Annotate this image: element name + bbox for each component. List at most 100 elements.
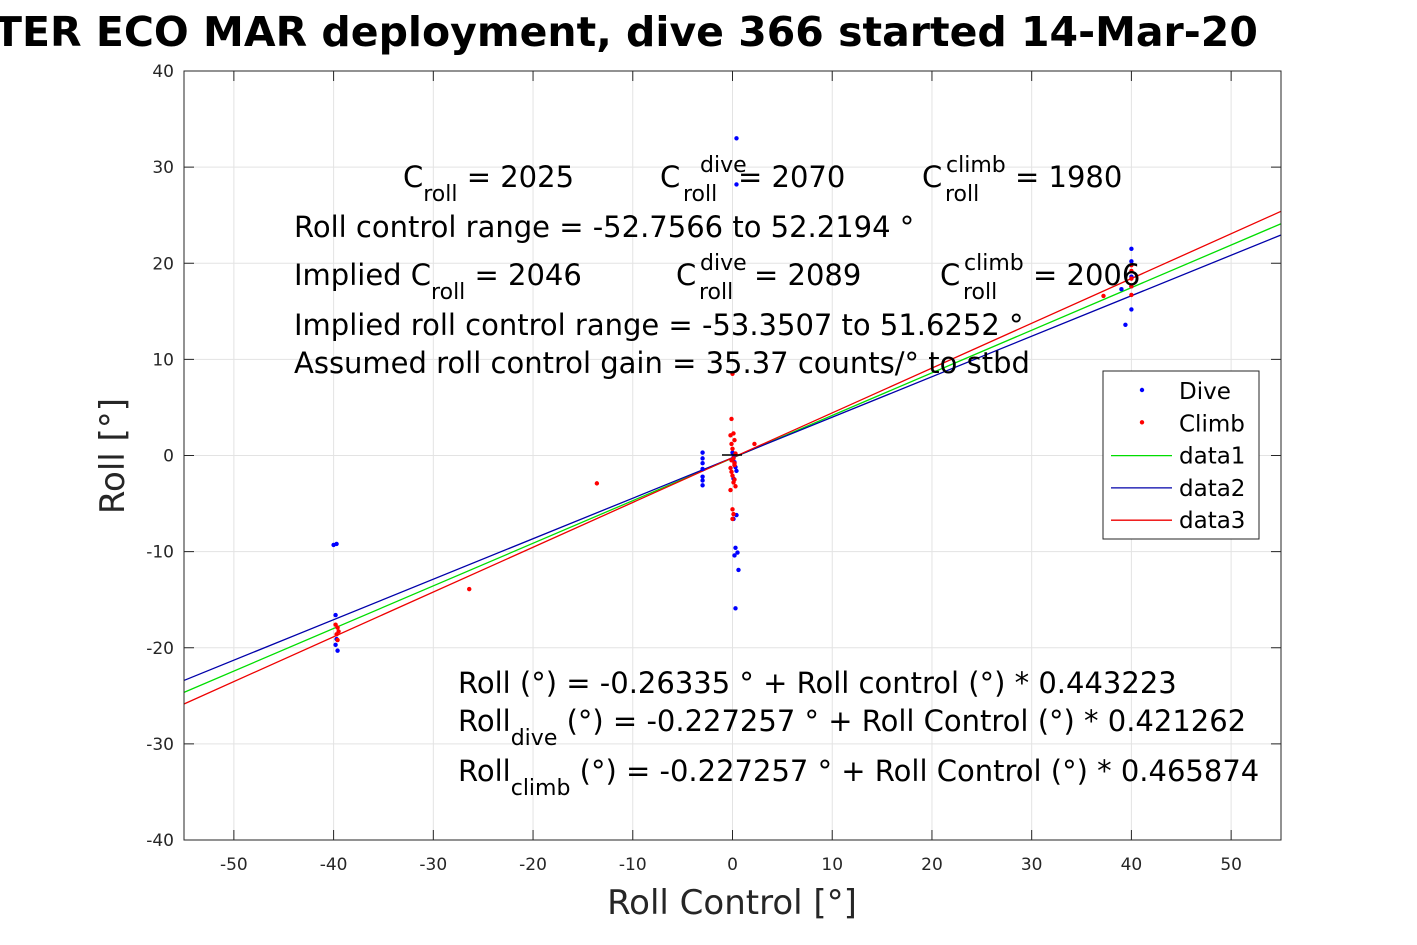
croll-dive-sup: dive — [700, 153, 747, 178]
x-tick-label: 50 — [1220, 855, 1242, 875]
x-tick-label: 40 — [1121, 855, 1143, 875]
implied-croll-dive-value: = 2089 — [754, 258, 861, 292]
point-climb — [732, 462, 737, 468]
point-climb — [728, 433, 733, 438]
point-climb — [731, 511, 736, 517]
point-dive — [734, 468, 739, 474]
point-dive — [700, 483, 705, 488]
chart-title: TER ECO MAR deployment, dive 366 started… — [0, 8, 1258, 56]
annotations: Croll = 2025 C dive roll = 2070 C climb … — [294, 153, 1259, 801]
x-tick-label: -10 — [619, 855, 647, 875]
croll-dive-value: = 2070 — [738, 160, 845, 194]
legend-marker-climb — [1139, 420, 1145, 425]
y-tick-label: 20 — [152, 254, 174, 274]
point-dive — [1119, 287, 1124, 292]
point-climb — [1129, 268, 1134, 274]
point-dive — [1129, 246, 1134, 252]
point-dive — [333, 612, 338, 618]
point-climb — [728, 465, 733, 471]
x-tick-label: -40 — [320, 855, 348, 875]
croll-climb-annotation: C — [922, 160, 942, 194]
point-climb — [1129, 276, 1134, 281]
croll-climb-sub: roll — [945, 182, 979, 207]
point-dive — [733, 606, 738, 611]
legend-label-data2: data2 — [1179, 476, 1245, 502]
y-tick-label: -10 — [146, 543, 174, 563]
implied-croll-climb-sup: climb — [964, 251, 1024, 276]
point-dive — [700, 460, 705, 466]
implied-croll-dive-sub: roll — [699, 280, 733, 305]
implied-croll-annotation: Implied Croll = 2046 — [294, 258, 582, 305]
croll-dive-sub: roll — [683, 182, 717, 207]
axis-ticks: -50 -40 -30 -20 -10 0 10 20 30 40 50 -40 -30 -20 -10 0 1… — [146, 62, 1281, 875]
point-dive — [732, 553, 737, 558]
legend-label-data1: data1 — [1179, 444, 1245, 470]
x-tick-label: 20 — [921, 855, 943, 875]
point-climb — [730, 507, 735, 512]
x-axis-label: Roll Control [°] — [607, 883, 857, 923]
point-dive — [736, 567, 741, 573]
implied-croll-climb-sub: roll — [963, 280, 997, 305]
x-tick-label: -50 — [220, 855, 248, 875]
point-dive — [734, 136, 739, 141]
legend-label-climb: Climb — [1179, 411, 1245, 437]
point-climb — [729, 416, 734, 422]
point-climb — [729, 469, 734, 475]
point-climb — [334, 632, 339, 637]
y-tick-label: -20 — [146, 639, 174, 659]
x-tick-label: -30 — [419, 855, 447, 875]
croll-dive-annotation: C — [660, 160, 680, 194]
point-climb — [729, 441, 734, 447]
x-tick-label: 30 — [1021, 855, 1043, 875]
legend-marker-dive — [1139, 387, 1145, 393]
point-climb — [732, 437, 737, 443]
point-climb — [730, 446, 735, 451]
point-climb — [752, 441, 757, 447]
croll-climb-sup: climb — [946, 153, 1006, 178]
data-points — [331, 136, 1134, 653]
x-tick-label: 0 — [727, 855, 738, 875]
point-climb — [594, 481, 600, 486]
point-dive — [733, 545, 738, 550]
point-dive — [700, 478, 705, 483]
point-dive — [1129, 259, 1134, 264]
fit-climb-equation: Rollclimb (°) = -0.227257 ° + Roll Contr… — [458, 754, 1259, 801]
point-dive — [1129, 307, 1134, 312]
y-axis-label: Roll [°] — [93, 398, 133, 514]
implied-roll-control-range: Implied roll control range = -53.3507 to… — [294, 308, 1024, 342]
point-climb — [335, 637, 340, 643]
point-climb — [1101, 293, 1106, 299]
y-tick-label: 10 — [152, 350, 174, 370]
point-dive — [1123, 322, 1128, 327]
y-tick-label: 40 — [152, 62, 174, 82]
point-climb — [467, 586, 472, 592]
y-tick-label: -30 — [146, 735, 174, 755]
point-climb — [730, 473, 735, 478]
legend-entries: Dive Climb data1 data2 data3 — [1111, 379, 1245, 534]
roll-control-range: Roll control range = -52.7566 to 52.2194… — [294, 210, 914, 244]
fit-all-equation: Roll (°) = -0.26335 ° + Roll control (°)… — [458, 666, 1177, 700]
point-climb — [730, 371, 735, 376]
point-climb — [335, 625, 340, 630]
point-dive — [333, 642, 338, 648]
point-climb — [731, 480, 736, 485]
point-climb — [733, 484, 738, 489]
croll-climb-value: = 1980 — [1015, 160, 1122, 194]
legend-label-dive: Dive — [1179, 379, 1231, 405]
point-climb — [728, 487, 733, 493]
implied-croll-climb-value: = 2006 — [1033, 258, 1140, 292]
point-dive — [335, 648, 340, 653]
point-dive — [735, 550, 740, 555]
y-tick-label: 0 — [163, 447, 174, 467]
croll-annotation: Croll = 2025 — [403, 160, 574, 207]
point-dive — [734, 182, 739, 187]
point-dive — [700, 450, 705, 455]
x-tick-label: -20 — [519, 855, 547, 875]
point-dive — [700, 474, 705, 479]
point-dive — [700, 466, 705, 472]
implied-croll-climb: C — [940, 258, 960, 292]
point-climb — [730, 516, 735, 522]
point-dive — [334, 541, 339, 547]
point-dive — [700, 456, 705, 461]
